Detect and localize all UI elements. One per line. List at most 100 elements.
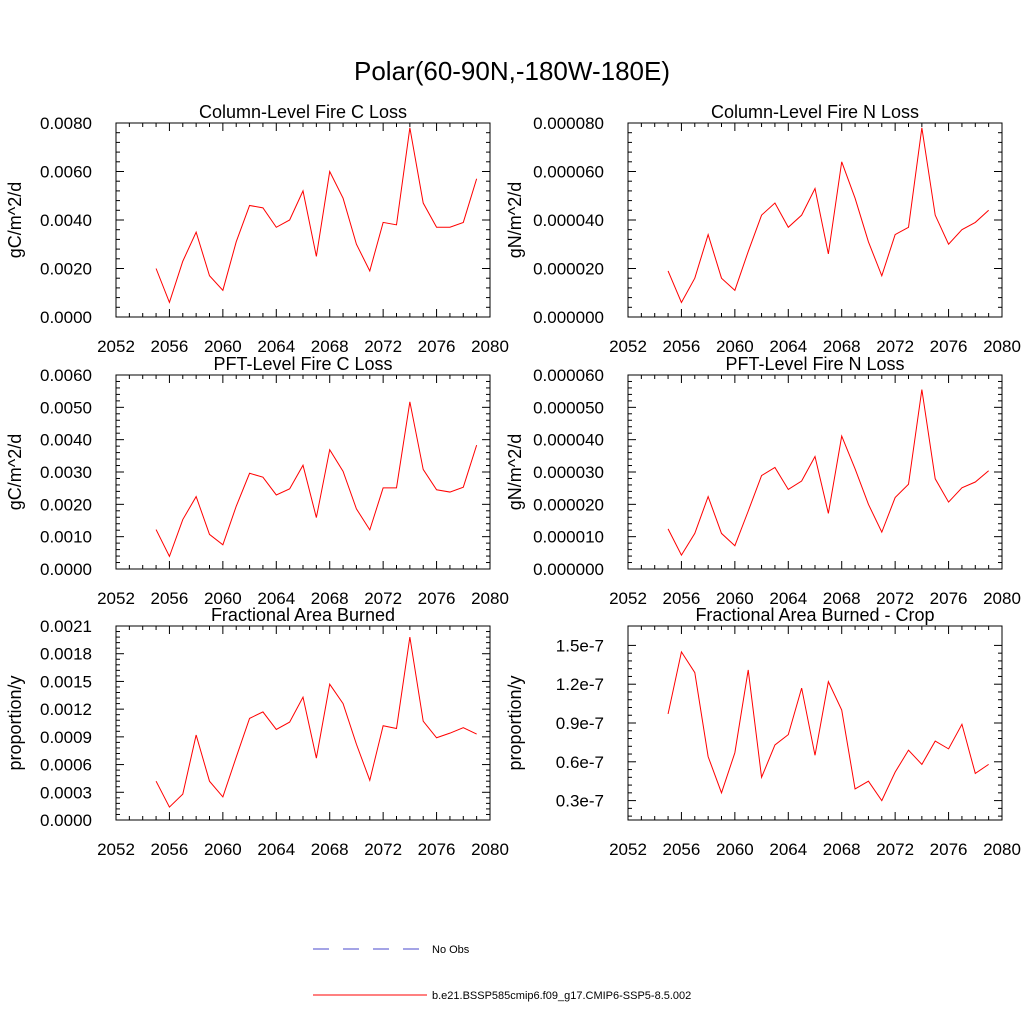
x-tick-label: 2052 [97,589,135,608]
y-tick-label: 1.5e-7 [556,636,604,655]
x-tick-label: 2064 [257,840,295,859]
x-tick-label: 2076 [418,840,456,859]
y-axis-label: proportion/y [505,675,525,770]
y-axis-label: gC/m^2/d [5,182,25,258]
legend: No Obs b.e21.BSSP585cmip6.f09_g17.CMIP6-… [313,944,691,1002]
x-tick-label: 2072 [364,840,402,859]
y-tick-label: 0.000040 [533,211,604,230]
legend-label-model-run: b.e21.BSSP585cmip6.f09_g17.CMIP6-SSP5-8.… [432,990,691,1002]
panel-title: Column-Level Fire C Loss [199,102,407,122]
y-tick-label: 0.000010 [533,528,604,547]
chart-fractional-area-burned: Fractional Area Burned proportion/y 2052 20… [5,605,509,859]
y-tick-label: 0.0080 [40,114,92,133]
series-line [155,401,478,558]
chart-fractional-area-burned-crop: Fractional Area Burned - Crop proportion/… [505,605,1021,859]
x-tick-label: 2072 [876,589,914,608]
x-tick-label: 2056 [151,840,189,859]
panel-title: PFT-Level Fire N Loss [725,354,904,374]
x-tick-label: 2068 [311,840,349,859]
x-tick-label: 2080 [983,840,1021,859]
series-line [155,637,477,808]
y-tick-label: 0.0020 [40,495,92,514]
series-line [667,389,989,557]
x-tick-label: 2060 [204,840,242,859]
y-axis-label: gC/m^2/d [5,434,25,510]
x-tick-label: 2068 [311,589,349,608]
y-tick-label: 0.0000 [40,560,92,579]
main-title: Polar(60-90N,-180W-180E) [354,56,670,86]
x-tick-label: 2072 [876,337,914,356]
x-tick-label: 2052 [609,337,647,356]
y-tick-label: 0.6e-7 [556,753,604,772]
x-tick-label: 2076 [418,337,456,356]
x-tick-label: 2080 [471,840,509,859]
x-tick-label: 2056 [663,337,701,356]
y-tick-label: 0.000030 [533,463,604,482]
y-tick-label: 0.9e-7 [556,714,604,733]
chart-pft-level-fire-n-loss: PFT-Level Fire N Loss gN/m^2/d 2052 2056 206… [505,354,1021,608]
y-axis-label: gN/m^2/d [505,182,525,258]
chart-column-level-fire-c-loss: Column-Level Fire C Loss gC/m^2/d 2052 2056… [5,102,509,356]
x-tick-label: 2056 [151,337,189,356]
legend-label-no-obs: No Obs [432,944,470,956]
panel-title: Column-Level Fire N Loss [711,102,919,122]
plot-frame [115,374,491,570]
x-tick-label: 2072 [876,840,914,859]
x-tick-label: 2060 [204,337,242,356]
x-tick-label: 2076 [418,589,456,608]
y-tick-label: 0.0012 [40,700,92,719]
x-tick-label: 2056 [663,840,701,859]
x-tick-label: 2060 [716,589,754,608]
y-tick-label: 0.0040 [40,431,92,450]
x-tick-label: 2068 [823,589,861,608]
plot-frame [115,122,491,318]
chart-column-level-fire-n-loss: Column-Level Fire N Loss gN/m^2/d 2052 2056… [505,102,1021,356]
series-line [667,650,989,802]
x-tick-label: 2060 [204,589,242,608]
x-tick-label: 2068 [311,337,349,356]
y-tick-label: 0.000040 [533,431,604,450]
y-tick-label: 0.0050 [40,398,92,417]
x-tick-label: 2080 [471,589,509,608]
x-tick-label: 2064 [769,337,807,356]
y-tick-label: 0.0006 [40,756,92,775]
y-tick-label: 0.000020 [533,260,604,279]
plot-frame [627,374,1003,570]
x-tick-label: 2064 [769,589,807,608]
y-tick-label: 0.0030 [40,463,92,482]
y-tick-label: 0.0003 [40,783,92,802]
y-tick-label: 0.000060 [533,163,604,182]
x-tick-label: 2056 [151,589,189,608]
y-tick-label: 0.0009 [40,728,92,747]
x-tick-label: 2068 [823,337,861,356]
y-tick-label: 0.0020 [40,260,92,279]
y-tick-label: 0.000000 [533,560,604,579]
y-axis-label: proportion/y [5,675,25,770]
series-line [667,127,989,304]
plot-frame [627,122,1003,318]
x-tick-label: 2064 [769,840,807,859]
y-tick-label: 0.0010 [40,528,92,547]
y-tick-label: 0.0018 [40,645,92,664]
x-tick-label: 2080 [983,589,1021,608]
y-tick-label: 1.2e-7 [556,675,604,694]
x-tick-label: 2064 [257,337,295,356]
plot-frame [115,625,491,821]
y-axis-label: gN/m^2/d [505,434,525,510]
x-tick-label: 2072 [364,337,402,356]
y-tick-label: 0.3e-7 [556,792,604,811]
x-tick-label: 2060 [716,840,754,859]
x-tick-label: 2052 [97,337,135,356]
x-tick-label: 2052 [609,589,647,608]
chart-pft-level-fire-c-loss: PFT-Level Fire C Loss gC/m^2/d 2052 2056 206… [5,354,509,608]
panel-title: Fractional Area Burned [211,605,395,625]
x-tick-label: 2068 [823,840,861,859]
x-tick-label: 2076 [930,840,968,859]
x-tick-label: 2080 [983,337,1021,356]
x-tick-label: 2080 [471,337,509,356]
y-tick-label: 0.0060 [40,366,92,385]
y-tick-label: 0.000000 [533,308,604,327]
panel-title: Fractional Area Burned - Crop [695,605,934,625]
y-tick-label: 0.0040 [40,211,92,230]
